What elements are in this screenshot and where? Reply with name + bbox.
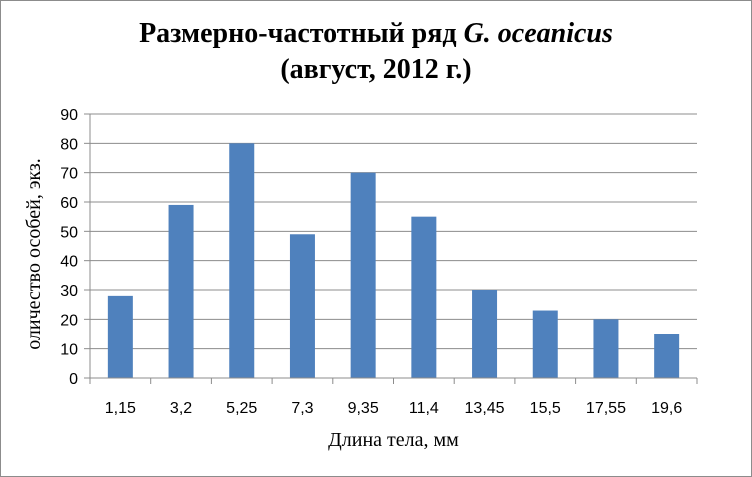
bar bbox=[350, 172, 376, 378]
y-tick-label: 20 bbox=[60, 312, 78, 329]
y-tick-label: 30 bbox=[60, 283, 78, 300]
x-axis-title: Длина тела, мм bbox=[328, 429, 459, 451]
x-tick-label: 17,55 bbox=[586, 400, 626, 417]
y-tick-label: 60 bbox=[60, 195, 78, 212]
x-tick-label: 11,4 bbox=[409, 400, 439, 417]
x-tick-label: 15,5 bbox=[530, 400, 561, 417]
x-tick-label: 5,25 bbox=[226, 400, 257, 417]
y-tick-label: 0 bbox=[69, 371, 78, 388]
y-tick-label: 80 bbox=[60, 136, 78, 153]
bar bbox=[289, 234, 315, 378]
bar bbox=[411, 216, 437, 378]
x-tick-label: 1,15 bbox=[105, 400, 136, 417]
bar bbox=[532, 310, 558, 378]
x-tick-label: 9,35 bbox=[348, 400, 379, 417]
bar bbox=[593, 319, 619, 378]
bar bbox=[229, 143, 255, 378]
bars bbox=[107, 143, 680, 378]
y-tick-label: 10 bbox=[60, 342, 78, 359]
chart-title-line1: Размерно-частотный ряд G. oceanicus bbox=[0, 16, 752, 52]
y-tick-label: 40 bbox=[60, 254, 78, 271]
axes bbox=[84, 113, 698, 384]
y-tick-label: 50 bbox=[60, 224, 78, 241]
x-tick-label: 3,2 bbox=[170, 400, 192, 417]
chart-title: Размерно-частотный ряд G. oceanicus (авг… bbox=[0, 16, 752, 88]
bar bbox=[107, 295, 133, 378]
x-tick-label: 13,45 bbox=[465, 400, 505, 417]
chart-title-species: G. oceanicus bbox=[463, 18, 613, 49]
y-tick-labels: 0 10 20 30 40 50 60 70 80 90 bbox=[60, 107, 78, 388]
chart-title-line2: (август, 2012 г.) bbox=[280, 54, 472, 85]
chart-title-prefix: Размерно-частотный ряд bbox=[139, 18, 464, 49]
x-tick-label: 7,3 bbox=[291, 400, 313, 417]
y-axis-title: оличество особей, экз. bbox=[23, 158, 45, 350]
y-tick-label: 90 bbox=[60, 107, 78, 124]
bar bbox=[168, 204, 194, 378]
y-tick-label: 70 bbox=[60, 166, 78, 183]
x-tick-labels: 1,15 3,2 5,25 7,3 9,35 11,4 13,45 15,5 17,55 19,6 bbox=[105, 400, 683, 417]
bar bbox=[472, 290, 498, 378]
x-tick-label: 19,6 bbox=[651, 400, 682, 417]
bar bbox=[654, 334, 680, 378]
